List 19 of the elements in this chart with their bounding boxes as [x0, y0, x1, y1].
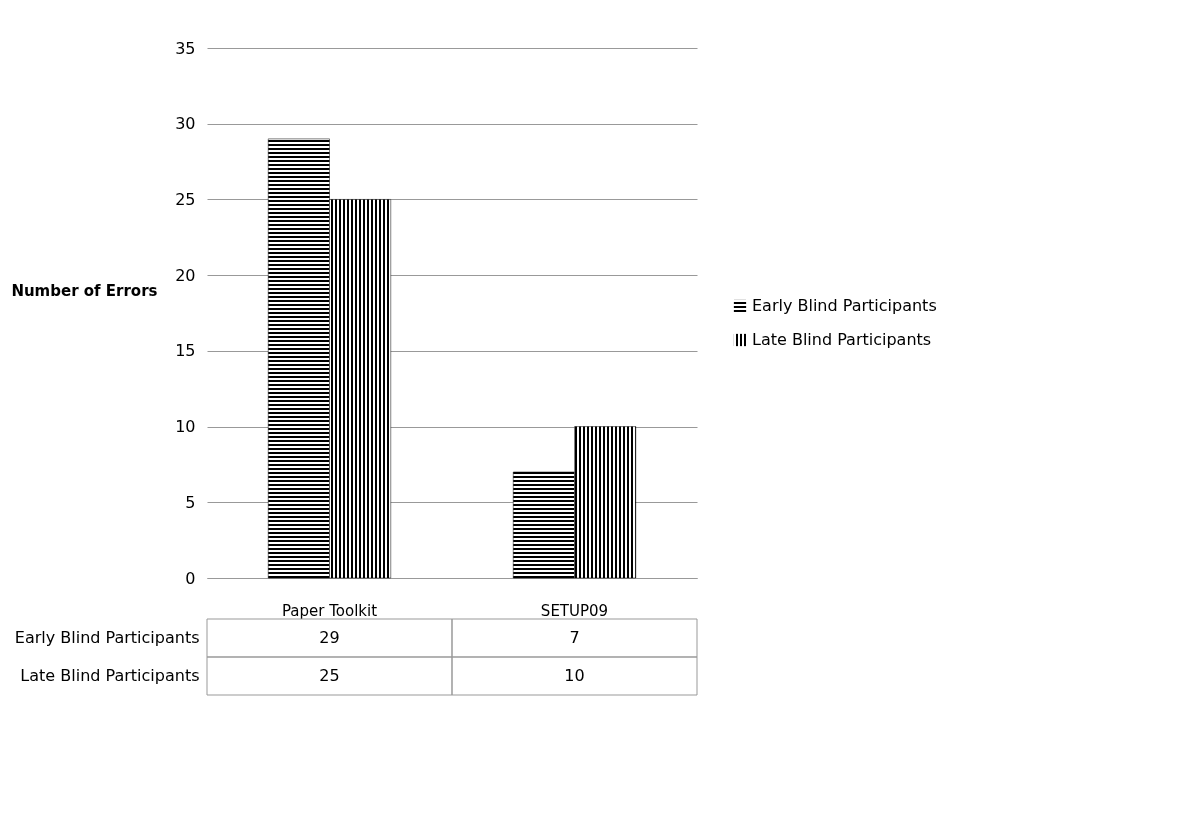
data-label: 29 [319, 628, 340, 647]
data-label: 25 [319, 666, 340, 685]
y-axis-title: Number of Errors [11, 281, 158, 300]
y-tick-label: 15 [175, 341, 196, 361]
y-tick-label: 5 [185, 492, 196, 512]
x-tick-label: SETUP09 [540, 601, 609, 620]
legend-label: Late Blind Participants [752, 330, 932, 349]
y-tick-label: 10 [175, 417, 196, 437]
x-tick-label: Paper Toolkit [281, 601, 378, 620]
text: Early Blind Participants [14, 628, 200, 647]
text: Late Blind Participants [20, 666, 200, 685]
y-tick-label: 35 [175, 38, 196, 58]
y-tick-label: 20 [175, 265, 196, 285]
legend-label: Early Blind Participants [752, 296, 937, 315]
data-label: 7 [569, 628, 580, 647]
y-tick-label: 30 [175, 114, 196, 134]
y-tick-label: 0 [185, 568, 196, 588]
y-tick-label: 25 [175, 189, 196, 209]
data-label: 10 [564, 666, 585, 685]
